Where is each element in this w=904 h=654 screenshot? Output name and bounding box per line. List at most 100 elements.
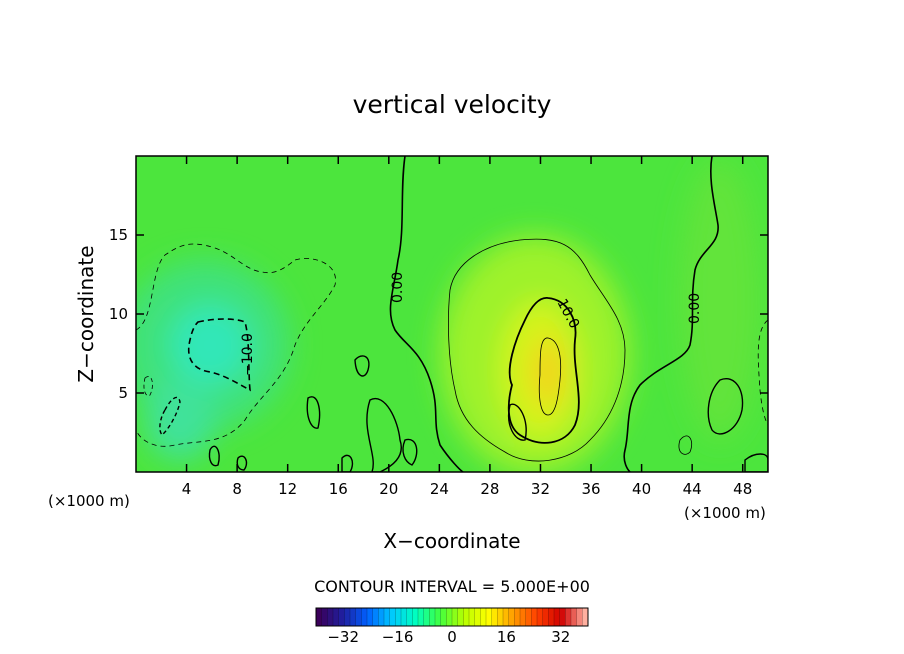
contour-blob-c [208,445,220,467]
colorbar-swatch [469,608,475,626]
y-tick-label: 10 [109,305,128,323]
colorbar-swatch [367,608,373,626]
colorbar-swatch [520,608,526,626]
contour-label-minus10: −10.0 [240,333,256,376]
contour-blob-k [744,453,768,472]
colorbar-tick-label: −32 [327,628,359,646]
colorbar-swatch [474,608,481,626]
y-axis: 5 10 15 [109,226,768,402]
y-axis-label: Z−coordinate [74,245,98,382]
x-tick-label: 32 [531,480,550,498]
x-tick-label: 28 [480,480,499,498]
colorbar-swatch [372,608,379,626]
colorbar-swatch [344,608,351,626]
colorbar-swatch [559,608,566,626]
colorbar-swatch [395,608,402,626]
colorbar-swatch [321,608,328,626]
colorbar-swatch [389,608,396,626]
colorbar-tick-label: 0 [447,628,457,646]
colorbar-swatch [429,608,436,626]
x-axis: 4 8 12 16 20 24 28 32 36 40 44 48 [182,156,752,498]
colorbar-swatch [525,608,532,626]
contour-blob-f [366,397,402,472]
colorbar-swatch [361,608,368,626]
x-tick-label: 20 [379,480,398,498]
colorbar-swatch [531,608,538,626]
contour-blob-h [508,403,527,441]
colorbar-swatch [350,608,356,626]
contour-blob-g [402,438,418,466]
colorbar-tick-label: 16 [497,628,516,646]
colorbar-swatch [423,608,430,626]
x-tick-label: 24 [430,480,449,498]
contour-plus10 [507,297,580,444]
y-tick-label: 15 [109,226,128,244]
colorbar-swatch [486,608,492,626]
colorbar-swatch [406,608,413,626]
colorbar-swatch [333,608,339,626]
colorbar-swatch [576,608,583,626]
colorbar-swatch [418,608,424,626]
x-axis-label: X−coordinate [383,529,520,553]
colorbar-swatch [497,608,504,626]
x-tick-label: 8 [232,480,242,498]
colorbar-swatch [571,608,577,626]
colorbar-swatch [503,608,509,626]
contour-blob-i [707,378,744,435]
plot-area: 0.00 10.0 −10.0 0.00 [136,156,768,472]
colorbar-swatch [565,608,572,626]
colorbar-swatch [378,608,385,626]
contour-blob-b [306,396,321,429]
colorbar-tick-label: 32 [551,628,570,646]
contour-zero-center [389,156,464,472]
contour-minus10 [188,318,251,392]
x-tick-label: 44 [683,480,702,498]
chart-title: vertical velocity [353,90,552,119]
colorbar-swatch [514,608,521,626]
colorbar-swatch [480,608,487,626]
x-unit-left: (×1000 m) [48,492,130,510]
colorbar-swatch [338,608,345,626]
downdraft-shade-lower [145,380,215,460]
colorbar-swatch [316,608,322,626]
contour-plus5 [448,238,626,462]
colorbar-frame [315,607,589,627]
contour-minus10-small [159,396,181,437]
colorbar-swatch [355,608,362,626]
x-tick-label: 4 [182,480,192,498]
contour-label-zero-right: 0.00 [687,293,703,324]
colorbar-swatch [554,608,560,626]
x-tick-label: 48 [733,480,752,498]
colorbar-swatch [491,608,498,626]
y-tick-label: 5 [118,384,128,402]
colorbar-swatch [508,608,515,626]
colorbar-swatch [327,608,334,626]
x-tick-label: 36 [581,480,600,498]
colorbar-swatch [452,608,458,626]
right-band-shade [680,160,760,440]
colorbar-swatch [463,608,470,626]
contour-plus10-core [538,337,562,416]
colorbar-swatch [548,608,555,626]
contour-minus5 [136,243,336,447]
colorbar-swatch [582,608,589,626]
contour-blob-d [236,455,248,471]
colorbar-tick-label: −16 [382,628,414,646]
downdraft-shade-inner [170,305,250,385]
colorbar-swatch [412,608,419,626]
contour-blob-j [678,435,693,455]
contour-interval-label: CONTOUR INTERVAL = 5.000E+00 [314,577,590,596]
x-unit-right: (×1000 m) [684,504,766,522]
contour-blob-e [341,454,354,472]
contour-minus5-small [143,376,153,397]
colorbar-swatch [435,608,441,626]
colorbar-swatch [401,608,407,626]
colorbar-swatch [446,608,453,626]
contour-dashed-right [757,319,768,426]
colorbar-swatch [457,608,464,626]
colorbar-swatch [384,608,390,626]
colorbar-swatch [542,608,549,626]
x-tick-label: 16 [329,480,348,498]
colorbar-swatch [440,608,447,626]
